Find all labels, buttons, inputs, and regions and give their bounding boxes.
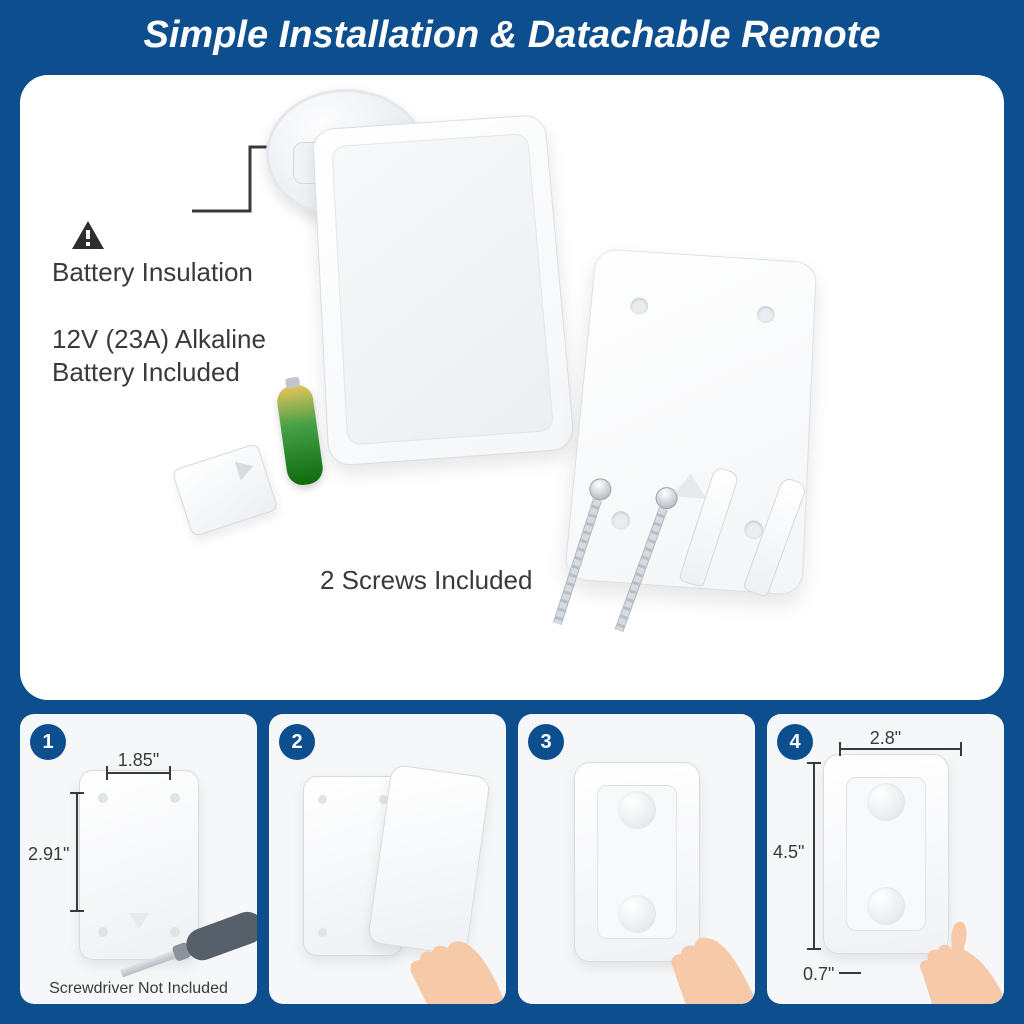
keyhole-icon — [474, 165, 506, 224]
screw-hole-icon — [342, 154, 356, 168]
battery-compartment — [390, 366, 506, 429]
step-badge: 2 — [279, 724, 315, 760]
keyhole-icon — [487, 329, 520, 392]
mount-hole-icon — [611, 511, 631, 531]
dimension-line — [813, 762, 815, 950]
device-back — [312, 114, 575, 467]
keyhole-icon — [362, 173, 393, 232]
dimension-width: 2.8" — [870, 728, 901, 749]
step-caption: Screwdriver Not Included — [20, 980, 257, 998]
step-3: 3 — [518, 714, 755, 1004]
dimension-height: 2.91" — [28, 844, 69, 865]
label-battery-insulation: Battery Insulation — [52, 257, 253, 288]
keyhole-icon — [372, 337, 404, 400]
dimension-line — [839, 972, 861, 974]
switch-button-top — [618, 791, 656, 829]
hand-pointing-icon — [892, 892, 1004, 1004]
step-2: 2 — [269, 714, 506, 1004]
step-badge: 3 — [528, 724, 564, 760]
screw-hole-icon — [505, 143, 520, 157]
step-badge: 1 — [30, 724, 66, 760]
hand-icon — [641, 890, 755, 1004]
battery-cover — [171, 443, 278, 537]
mount-hole-icon — [757, 306, 775, 324]
label-screws: 2 Screws Included — [320, 565, 532, 596]
screw-hole-icon — [528, 407, 544, 422]
page-title: Simple Installation & Datachable Remote — [20, 14, 1004, 57]
hero-panel: Battery Insulation 12V (23A) Alkaline Ba… — [20, 75, 1004, 700]
dimension-width: 1.85" — [118, 750, 159, 771]
page: Simple Installation & Datachable Remote … — [0, 0, 1024, 1024]
label-battery-type: 12V (23A) Alkaline Battery Included — [52, 323, 266, 388]
dimension-depth: 0.7" — [803, 964, 834, 985]
dimension-line — [76, 792, 78, 912]
step-1: 1 1.85" 2.91" Screwdriver Not Included — [20, 714, 257, 1004]
step-badge: 4 — [777, 724, 813, 760]
warning-icon — [70, 219, 106, 251]
orientation-arrow-icon — [125, 905, 153, 933]
switch-button-top — [867, 783, 905, 821]
dimension-line — [106, 772, 171, 774]
battery-icon — [275, 383, 325, 487]
mount-hole-icon — [630, 297, 649, 315]
dimension-line — [839, 748, 962, 750]
hand-icon — [390, 892, 506, 1004]
screw-hole-icon — [356, 419, 371, 435]
dimension-height: 4.5" — [773, 842, 804, 863]
steps-row: 1 1.85" 2.91" Screwdriver Not Included 2 — [20, 714, 1004, 1004]
step-4: 4 2.8" 4.5" 0.7" — [767, 714, 1004, 1004]
